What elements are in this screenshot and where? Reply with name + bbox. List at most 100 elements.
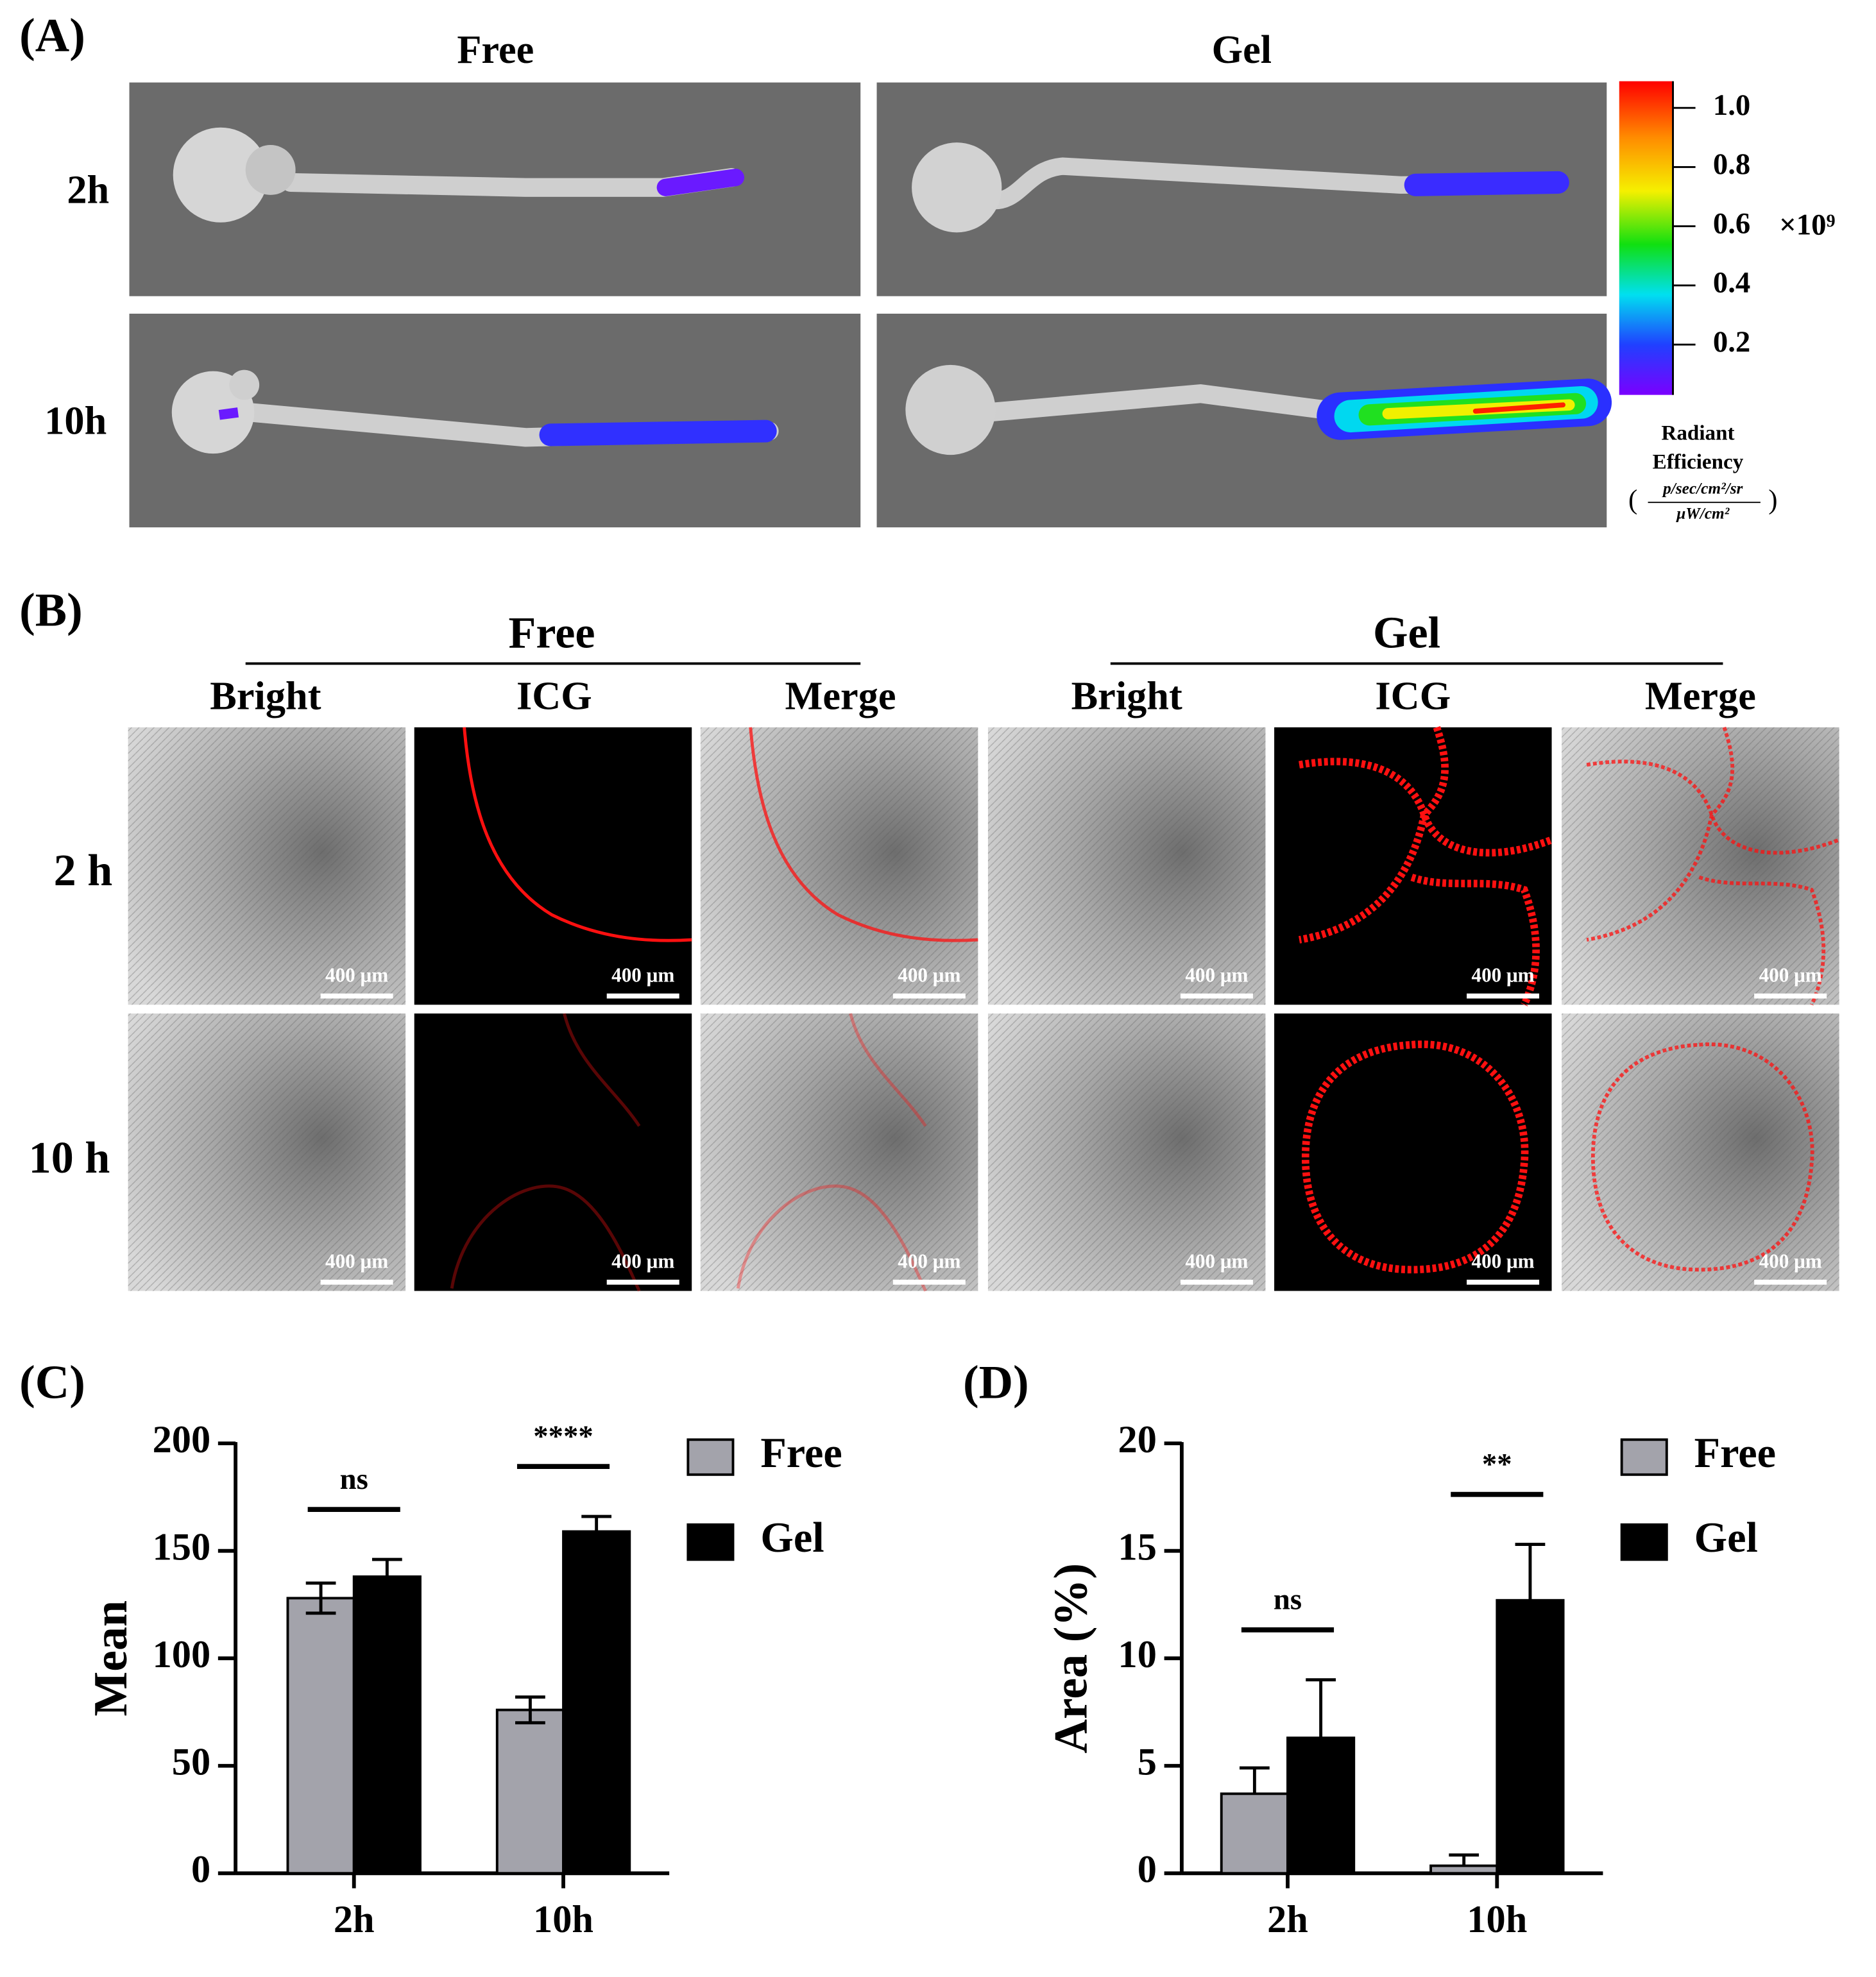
image-texture: [128, 727, 406, 1005]
icg-signal: [563, 1013, 641, 1127]
y-tick-label: 0: [1138, 1848, 1157, 1891]
column-label: Free: [457, 28, 534, 72]
colorbar-tick-label: 1.0: [1713, 89, 1750, 122]
icg-signal: [1301, 1040, 1529, 1274]
icg-signal: [1586, 759, 1840, 855]
panel-label: (A): [19, 9, 85, 62]
microscopy-image: 400 μm: [1274, 1013, 1552, 1291]
scale-bar: [1754, 1279, 1827, 1285]
legend-label: Gel: [760, 1515, 824, 1561]
ivis-image: [129, 313, 861, 528]
microscopy-image: 400 μm: [1562, 726, 1840, 1006]
microscopy-image: 400 μm: [1562, 1013, 1839, 1291]
microscopy-image: 400 μm: [414, 727, 692, 1005]
colorbar-tick-label: 0.2: [1713, 325, 1750, 359]
bar: [352, 1575, 422, 1875]
icg-signal: [1710, 726, 1735, 817]
bar: [1429, 1864, 1499, 1875]
y-tick-label: 200: [153, 1418, 211, 1461]
scale-bar: [606, 993, 679, 999]
x-tick-label: 2h: [1267, 1898, 1308, 1941]
bracket: (: [1628, 485, 1637, 515]
bar: [1220, 1792, 1289, 1875]
icg-signal: [749, 727, 978, 942]
legend-label: Free: [1694, 1430, 1776, 1477]
error-bar: [1306, 1678, 1336, 1738]
image-texture: [700, 727, 978, 1005]
image-background: [1274, 1013, 1552, 1291]
bar: [562, 1530, 631, 1875]
column-label: Merge: [785, 674, 896, 718]
scale-bar-label: 400 μm: [1472, 964, 1535, 987]
image-background: [1274, 727, 1552, 1005]
unit-denominator: μW/cm²: [1675, 504, 1730, 522]
legend-swatch: [686, 1523, 735, 1561]
scale-bar: [1754, 993, 1827, 999]
significance-label: ns: [1274, 1583, 1302, 1616]
bracket: ): [1768, 485, 1777, 515]
column-label: ICG: [516, 674, 592, 718]
bar: [286, 1597, 355, 1875]
microscopy-grid: 400 μm 400 μm 400 μm 400 μm 400 μm 400 μm 400 …: [128, 725, 1840, 1292]
panel-label: (B): [19, 584, 83, 636]
legend-swatch: [1620, 1438, 1668, 1476]
microscopy-image: 400 μm: [128, 1013, 406, 1291]
colorbar-multiplier: ×10⁹: [1779, 208, 1835, 241]
scale-bar-label: 400 μm: [1759, 964, 1822, 987]
legend-swatch: [1620, 1523, 1668, 1561]
image-texture: [1562, 727, 1839, 1005]
bar: [1496, 1599, 1565, 1875]
error-bar: [515, 1695, 545, 1725]
y-tick-label: 100: [153, 1633, 211, 1676]
scale-bar-label: 400 μm: [1185, 964, 1248, 987]
image-texture: [987, 1013, 1266, 1291]
icg-signal: [1590, 1042, 1814, 1272]
y-axis-label: Mean: [85, 1600, 137, 1717]
scale-bar-label: 400 μm: [611, 964, 674, 987]
colorbar: [1619, 81, 1673, 395]
y-tick-label: 150: [153, 1526, 211, 1569]
microscopy-image: 400 μm: [1274, 725, 1553, 1006]
y-tick-label: 20: [1118, 1418, 1157, 1461]
column-label: Merge: [1645, 674, 1756, 718]
column-label: Gel: [1212, 28, 1272, 72]
panel-label: (C): [19, 1356, 85, 1409]
colorbar-ticks: 1.0 0.8 0.6 0.4 0.2: [1673, 89, 1750, 359]
error-bar: [371, 1557, 402, 1596]
y-tick-label: 15: [1118, 1526, 1157, 1569]
group-label: Gel: [1373, 609, 1440, 658]
icg-signal: [1299, 758, 1553, 857]
icg-signal: [463, 727, 692, 942]
column-label: ICG: [1375, 674, 1451, 718]
unit-numerator: p/sec/cm²/sr: [1662, 479, 1743, 497]
column-label: Bright: [210, 674, 321, 718]
colorbar-title: Efficiency: [1653, 450, 1744, 473]
colorbar-tick-label: 0.8: [1713, 148, 1750, 181]
scale-bar-label: 400 μm: [325, 964, 388, 987]
icg-signal: [450, 1184, 641, 1292]
row-label: 10h: [44, 399, 107, 443]
row-label: 2 h: [54, 846, 113, 895]
icg-signal: [1698, 875, 1826, 1006]
scale-bar-label: 400 μm: [1185, 1250, 1248, 1273]
y-tick-label: 10: [1118, 1633, 1157, 1676]
scale-bar-label: 400 μm: [898, 964, 960, 987]
row-label: 10 h: [29, 1133, 110, 1183]
scale-bar-label: 400 μm: [325, 1250, 388, 1273]
scale-bar: [1180, 1279, 1253, 1285]
microscopy-image: 400 μm: [987, 727, 1266, 1005]
error-bar: [305, 1581, 336, 1615]
icg-signal: [849, 1013, 927, 1127]
image-texture: [1562, 1013, 1839, 1291]
image-background: [414, 1013, 692, 1291]
significance-label: **: [1482, 1448, 1512, 1481]
image-texture: [987, 727, 1266, 1005]
microscopy-image: 400 μm: [700, 727, 978, 1005]
y-tick-label: 0: [191, 1848, 210, 1891]
scale-bar: [1180, 993, 1253, 999]
error-bar: [1515, 1543, 1546, 1600]
bar: [495, 1708, 565, 1875]
legend-label: Free: [760, 1430, 842, 1477]
